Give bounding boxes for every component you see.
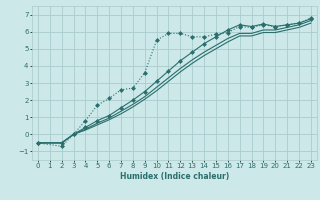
X-axis label: Humidex (Indice chaleur): Humidex (Indice chaleur)	[120, 172, 229, 181]
